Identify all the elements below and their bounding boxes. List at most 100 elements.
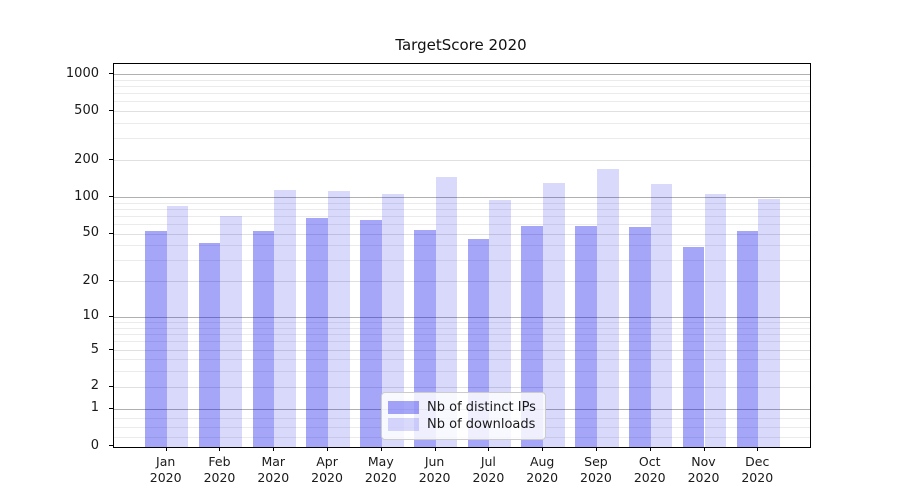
- y-tick-mark: [109, 407, 113, 409]
- gridline-major: [114, 74, 810, 76]
- y-tick-mark: [109, 196, 113, 197]
- gridline-minor: [114, 245, 810, 247]
- bar-ips-may: [360, 219, 382, 447]
- y-tick-label: 100: [74, 188, 99, 204]
- gridline-minor: [114, 79, 810, 81]
- gridline-minor: [114, 93, 810, 95]
- x-tick-label-jan: Jan 2020: [149, 454, 182, 485]
- gridline-minor: [114, 101, 810, 103]
- legend-label-downloads: Nb of downloads: [427, 417, 536, 432]
- gridline-minor: [114, 122, 810, 124]
- gridline-minor: [114, 333, 810, 335]
- y-tick-label: 50: [82, 225, 99, 241]
- y-tick-mark: [109, 280, 113, 281]
- bar-ips-feb: [198, 242, 221, 447]
- bar-ips-nov: [682, 246, 705, 447]
- legend-item-ips: Nb of distinct IPs: [388, 399, 536, 416]
- y-tick-label: 1000: [65, 65, 99, 81]
- x-tick-mark: [703, 447, 705, 451]
- bar-ips-apr: [306, 218, 329, 447]
- legend-swatch-downloads: [388, 418, 419, 431]
- gridline-labeled: [114, 160, 810, 161]
- plot-area: Nb of distinct IPs Nb of downloads: [113, 63, 811, 448]
- gridline-major: [114, 197, 810, 198]
- bar-downloads-jul: [489, 200, 512, 447]
- gridline-labeled: [114, 350, 810, 352]
- bar-ips-mar: [252, 230, 275, 447]
- x-tick-label-mar: Mar 2020: [257, 454, 290, 485]
- y-tick-mark: [109, 385, 113, 387]
- x-tick-mark: [488, 447, 490, 451]
- bar-downloads-apr: [328, 190, 350, 447]
- x-tick-label-dec: Dec 2020: [741, 454, 774, 485]
- bar-downloads-jan: [166, 205, 189, 447]
- y-tick-label: 1: [90, 400, 99, 416]
- legend-swatch-ips: [388, 401, 419, 414]
- y-tick-mark: [109, 445, 113, 446]
- y-tick-label: 5: [90, 341, 99, 357]
- gridline-minor: [114, 341, 810, 343]
- bar-ips-aug: [521, 225, 544, 447]
- bar-downloads-dec: [758, 198, 780, 447]
- x-tick-mark: [434, 447, 436, 451]
- gridline-minor: [114, 370, 810, 372]
- x-tick-mark: [380, 447, 382, 451]
- x-tick-label-aug: Aug 2020: [526, 454, 559, 485]
- gridline-minor: [114, 260, 810, 262]
- bar-ips-sep: [575, 225, 597, 447]
- gridline-minor: [114, 138, 810, 140]
- x-tick-mark: [219, 447, 221, 451]
- gridline-minor: [114, 202, 810, 204]
- y-tick-label: 500: [74, 102, 99, 118]
- x-tick-mark: [757, 447, 759, 451]
- legend: Nb of distinct IPs Nb of downloads: [381, 392, 546, 440]
- gridline-minor: [114, 327, 810, 329]
- bar-downloads-nov: [704, 194, 727, 447]
- x-tick-label-oct: Oct 2020: [633, 454, 666, 485]
- x-tick-label-apr: Apr 2020: [311, 454, 343, 485]
- bar-ips-dec: [736, 230, 759, 447]
- bar-downloads-jun: [435, 177, 458, 447]
- gridline-labeled: [114, 386, 810, 388]
- bar-downloads-sep: [596, 168, 619, 447]
- x-tick-mark: [542, 447, 544, 451]
- x-tick-mark: [595, 447, 597, 451]
- y-tick-mark: [109, 232, 113, 234]
- x-tick-label-jun: Jun 2020: [418, 454, 451, 485]
- x-tick-mark: [649, 447, 651, 451]
- y-tick-mark: [109, 110, 113, 111]
- y-tick-mark: [109, 349, 113, 351]
- y-tick-label: 0: [90, 437, 99, 453]
- bar-ips-oct: [629, 226, 651, 447]
- y-tick-label: 10: [82, 308, 99, 324]
- gridline-minor: [114, 86, 810, 88]
- x-tick-label-feb: Feb 2020: [203, 454, 236, 485]
- bar-downloads-oct: [650, 183, 673, 447]
- y-tick-mark: [109, 73, 113, 75]
- y-tick-mark: [109, 159, 113, 160]
- gridline-major: [114, 316, 810, 318]
- x-tick-mark: [273, 447, 275, 451]
- gridline-minor: [114, 321, 810, 323]
- y-tick-mark: [109, 315, 113, 317]
- gridline-minor: [114, 224, 810, 226]
- x-tick-label-may: May 2020: [364, 454, 397, 485]
- x-tick-mark: [327, 447, 329, 451]
- x-tick-label-sep: Sep 2020: [580, 454, 612, 485]
- y-tick-label: 200: [74, 151, 99, 167]
- gridline-minor: [114, 215, 810, 217]
- y-tick-label: 20: [82, 272, 99, 288]
- legend-label-ips: Nb of distinct IPs: [427, 400, 536, 415]
- bar-ips-jan: [145, 230, 167, 447]
- bar-downloads-feb: [220, 215, 243, 447]
- x-tick-mark: [165, 447, 167, 451]
- chart-title: TargetScore 2020: [395, 36, 527, 54]
- x-tick-label-nov: Nov 2020: [687, 454, 720, 485]
- gridline-labeled: [114, 111, 810, 112]
- gridline-labeled: [114, 281, 810, 282]
- gridline-labeled: [114, 233, 810, 235]
- y-tick-label: 2: [90, 378, 99, 394]
- bar-downloads-mar: [274, 189, 296, 447]
- gridline-minor: [114, 208, 810, 210]
